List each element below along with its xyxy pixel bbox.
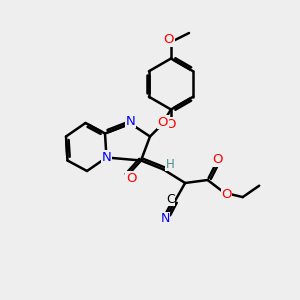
- Text: N: N: [160, 212, 170, 225]
- Text: O: O: [163, 33, 174, 46]
- Text: H: H: [166, 158, 175, 171]
- Text: O: O: [221, 188, 232, 202]
- Text: O: O: [158, 116, 168, 129]
- Text: N: N: [126, 115, 135, 128]
- Text: O: O: [212, 153, 223, 167]
- Text: O: O: [126, 172, 136, 185]
- Text: O: O: [166, 118, 176, 131]
- Text: C: C: [166, 193, 175, 206]
- Text: N: N: [102, 151, 111, 164]
